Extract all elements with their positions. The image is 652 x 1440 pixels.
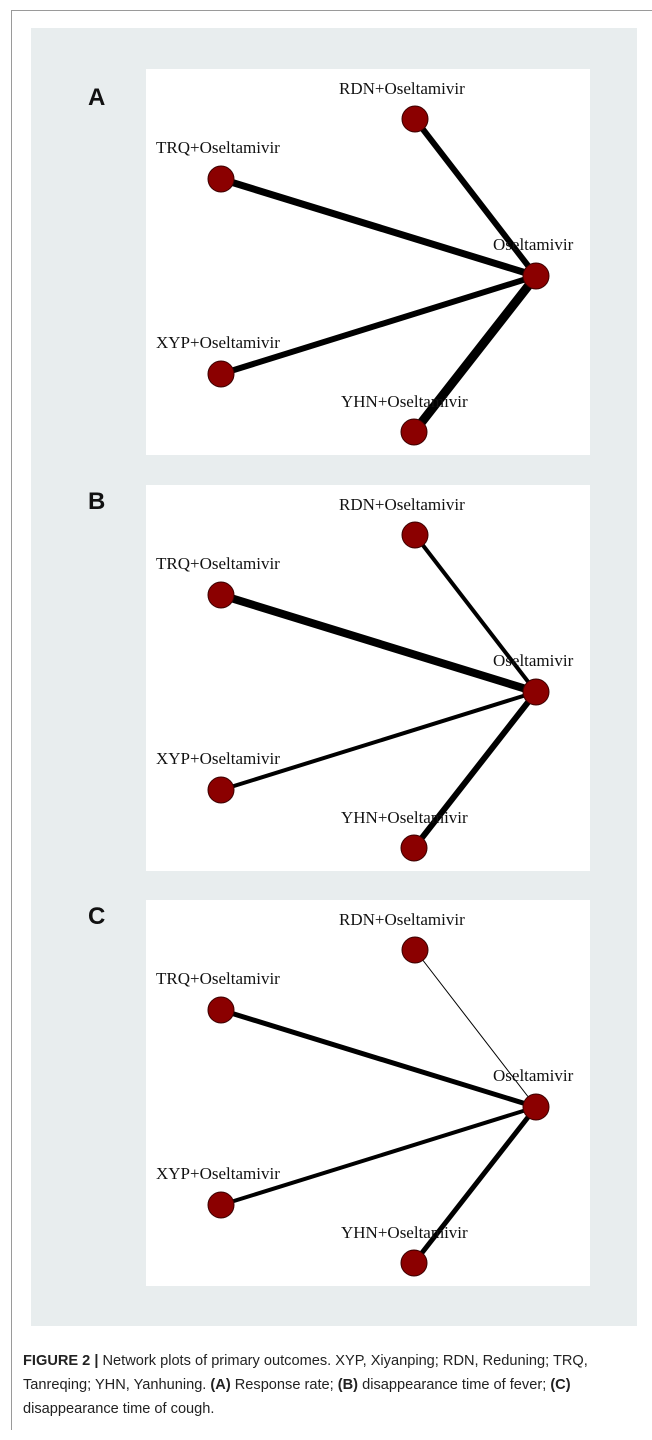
caption-c-label: (C): [550, 1377, 571, 1393]
caption-b-label: (B): [337, 1377, 359, 1393]
figure-caption: FIGURE 2 | Network plots of primary outc…: [23, 1349, 633, 1421]
network-plot-b: RDN+Oseltamivir TRQ+Oseltamivir Oseltamivi…: [146, 485, 590, 871]
panel-letter-b: B: [88, 488, 106, 515]
network-svg-c: RDN+Oseltamivir TRQ+Oseltamivir Oseltamivi…: [156, 910, 574, 1277]
node-rdn: [401, 105, 429, 133]
network-plot-a: RDN+Oseltamivir TRQ+Oseltamivir Oseltamivi…: [146, 69, 590, 455]
node-label-osel: Oseltamivir: [493, 235, 574, 254]
edge-yhn-osel: [410, 273, 540, 435]
node-label-rdn: RDN+Oseltamivir: [339, 495, 465, 514]
caption-b-text: disappearance time of fever;: [358, 1377, 551, 1393]
network-plot-c: RDN+Oseltamivir TRQ+Oseltamivir Oseltamivi…: [146, 900, 590, 1286]
node-trq: [207, 996, 235, 1024]
caption-a-text: Response rate;: [230, 1377, 338, 1393]
node-label-yhn: YHN+Oseltamivir: [341, 392, 468, 411]
caption-c-text: disappearance time of cough.: [23, 1401, 215, 1417]
node-label-rdn: RDN+Oseltamivir: [339, 910, 465, 929]
node-label-yhn: YHN+Oseltamivir: [341, 1223, 468, 1242]
node-yhn: [400, 418, 428, 446]
node-trq: [207, 581, 235, 609]
node-xyp: [207, 360, 235, 388]
edge-xyp-osel: [220, 273, 537, 377]
node-rdn: [401, 936, 429, 964]
edge-rdn-osel: [413, 533, 538, 694]
node-label-trq: TRQ+Oseltamivir: [156, 138, 280, 157]
edge-rdn-osel: [412, 117, 539, 278]
node-yhn: [400, 1249, 428, 1277]
node-rdn: [401, 521, 429, 549]
edge-trq-osel: [219, 591, 538, 696]
edge-rdn-osel: [414, 949, 537, 1108]
node-label-xyp: XYP+Oseltamivir: [156, 749, 280, 768]
node-label-xyp: XYP+Oseltamivir: [156, 333, 280, 352]
panel-letter-c: C: [88, 903, 106, 930]
node-xyp: [207, 1191, 235, 1219]
network-svg-a: RDN+Oseltamivir TRQ+Oseltamivir Oseltamivi…: [156, 79, 574, 446]
node-trq: [207, 165, 235, 193]
edge-xyp-osel: [220, 690, 537, 792]
node-xyp: [207, 776, 235, 804]
node-label-osel: Oseltamivir: [493, 651, 574, 670]
node-label-trq: TRQ+Oseltamivir: [156, 554, 280, 573]
edge-trq-osel: [219, 175, 538, 280]
edge-yhn-osel: [412, 1105, 538, 1265]
figure-frame: [11, 10, 652, 1430]
node-label-rdn: RDN+Oseltamivir: [339, 79, 465, 98]
node-yhn: [400, 834, 428, 862]
node-label-osel: Oseltamivir: [493, 1066, 574, 1085]
network-svg-b: RDN+Oseltamivir TRQ+Oseltamivir Oseltamivi…: [156, 495, 574, 862]
caption-a-label: (A): [210, 1377, 231, 1393]
node-label-yhn: YHN+Oseltamivir: [341, 808, 468, 827]
node-osel: [522, 678, 550, 706]
edge-trq-osel: [220, 1007, 537, 1110]
panel-letter-a: A: [88, 84, 106, 111]
figure-label: FIGURE 2 |: [23, 1353, 99, 1369]
node-label-xyp: XYP+Oseltamivir: [156, 1164, 280, 1183]
edge-xyp-osel: [220, 1105, 537, 1207]
caption-intro: Network plots of primary outcomes. XYP, …: [23, 1353, 588, 1393]
node-label-trq: TRQ+Oseltamivir: [156, 969, 280, 988]
node-osel: [522, 262, 550, 290]
edge-yhn-osel: [411, 690, 539, 850]
node-osel: [522, 1093, 550, 1121]
